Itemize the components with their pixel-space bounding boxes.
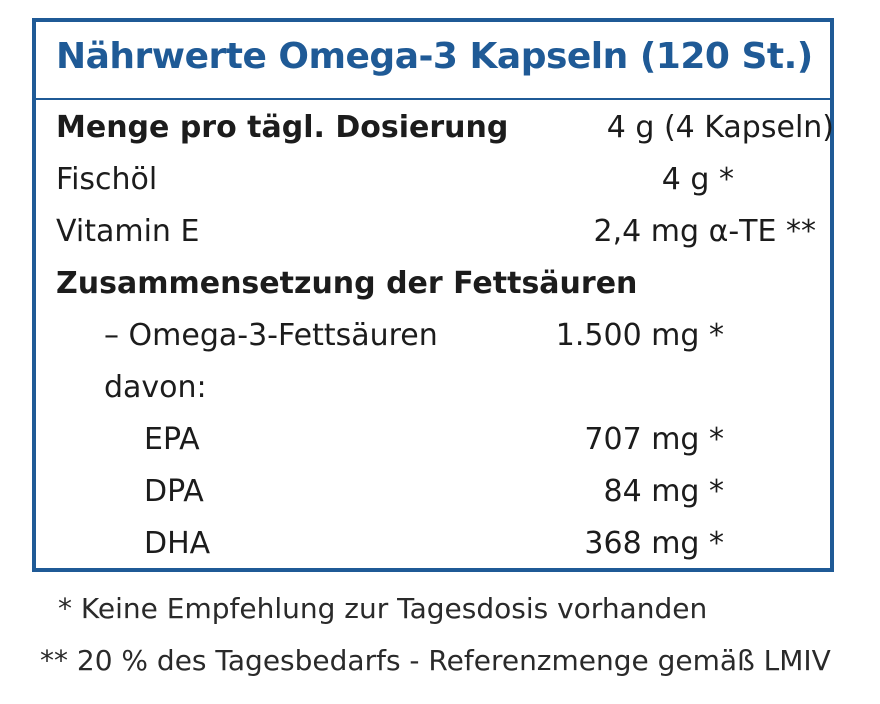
row-dosage: Menge pro tägl. Dosierung 4 g (4 Kapseln… bbox=[56, 108, 834, 148]
row-omega3-label: – Omega-3-Fettsäuren bbox=[104, 318, 438, 353]
row-fischoel-value: 4 g * bbox=[661, 162, 734, 197]
composition-heading: Zusammensetzung der Fettsäuren bbox=[56, 264, 834, 304]
row-davon-label: davon: bbox=[104, 370, 207, 405]
row-dosage-label: Menge pro tägl. Dosierung bbox=[56, 110, 509, 145]
row-epa-label: EPA bbox=[144, 422, 200, 457]
row-dosage-value: 4 g (4 Kapseln) bbox=[606, 110, 834, 145]
row-fischoel: Fischöl 4 g * bbox=[56, 160, 834, 200]
row-fischoel-label: Fischöl bbox=[56, 162, 158, 197]
row-vitamin-e: Vitamin E 2,4 mg α-TE ** bbox=[56, 212, 834, 252]
row-vitamin-e-label: Vitamin E bbox=[56, 214, 200, 249]
row-epa-value: 707 mg * bbox=[584, 422, 724, 457]
row-omega3: – Omega-3-Fettsäuren 1.500 mg * bbox=[56, 316, 834, 356]
nutrition-panel: Nährwerte Omega-3 Kapseln (120 St.) Meng… bbox=[32, 18, 834, 572]
row-dha-value: 368 mg * bbox=[584, 526, 724, 561]
row-dpa: DPA 84 mg * bbox=[56, 472, 834, 512]
row-vitamin-e-value: 2,4 mg α-TE ** bbox=[593, 214, 816, 249]
row-dha: DHA 368 mg * bbox=[56, 524, 834, 564]
row-dpa-label: DPA bbox=[144, 474, 204, 509]
footnote-single-star: * Keine Empfehlung zur Tagesdosis vorhan… bbox=[58, 592, 708, 625]
row-epa: EPA 707 mg * bbox=[56, 420, 834, 460]
row-dpa-value: 84 mg * bbox=[603, 474, 724, 509]
panel-title: Nährwerte Omega-3 Kapseln (120 St.) bbox=[56, 36, 813, 77]
footnote-double-star: ** 20 % des Tagesbedarfs - Referenzmenge… bbox=[40, 644, 831, 677]
row-davon: davon: bbox=[56, 368, 834, 408]
title-divider bbox=[36, 98, 830, 100]
composition-heading-label: Zusammensetzung der Fettsäuren bbox=[56, 266, 638, 301]
row-dha-label: DHA bbox=[144, 526, 211, 561]
row-omega3-value: 1.500 mg * bbox=[555, 318, 724, 353]
